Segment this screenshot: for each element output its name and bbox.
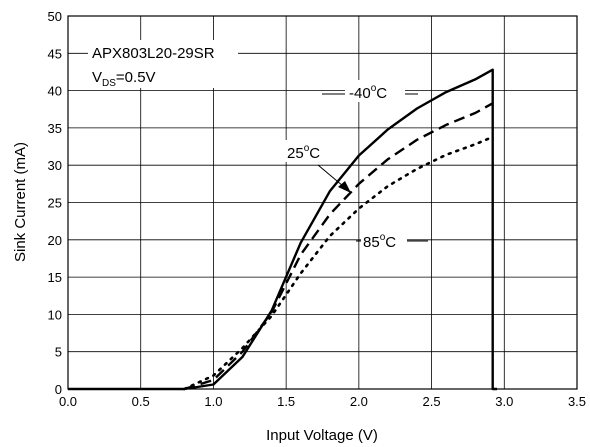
y-tick-label: 40 — [48, 84, 62, 99]
device-annotation: APX803L20-29SR — [92, 45, 215, 62]
x-tick-label: 3.0 — [495, 394, 513, 409]
x-tick-label: 3.5 — [568, 394, 586, 409]
x-tick-label: 2.5 — [423, 394, 441, 409]
series-label-25-arrow — [317, 164, 344, 187]
y-tick-label: 15 — [48, 270, 62, 285]
y-tick-label: 20 — [48, 233, 62, 248]
vds-symbol: V — [92, 69, 102, 86]
x-tick-label: 1.0 — [204, 394, 222, 409]
vds-subscript: DS — [102, 78, 116, 89]
series-layer — [68, 68, 497, 391]
x-tick-label: 1.5 — [277, 394, 295, 409]
vds-value: =0.5V — [116, 69, 156, 86]
x-tick-label: 2.0 — [350, 394, 368, 409]
vds-annotation: VDS=0.5V — [92, 69, 156, 89]
y-tick-label: 0 — [55, 382, 62, 397]
series-label-85-text: 85oC — [363, 232, 396, 251]
annotation-box — [88, 40, 238, 88]
tick-labels: 0.0 0.5 1.0 1.5 2.0 2.5 3.0 3.5 0 5 10 15 20 25 30 35 40… — [48, 9, 587, 409]
series-label-25: 25oC — [284, 140, 351, 193]
y-tick-label: 50 — [48, 9, 62, 24]
series-label-minus40-bg — [345, 80, 405, 102]
series-line-25 — [183, 102, 494, 391]
x-axis-label: Input Voltage (V) — [266, 427, 378, 444]
series-label-25-bg — [284, 140, 330, 162]
series-label-minus40-text: -40oC — [349, 83, 387, 102]
series-label-25-text: 25oC — [287, 143, 320, 162]
series-label-25-arrowhead — [338, 181, 351, 193]
plot-frame — [67, 15, 578, 390]
series-label-85: 85oC — [356, 229, 428, 251]
y-tick-label: 45 — [48, 46, 62, 61]
series-label-minus40: -40oC — [322, 80, 418, 102]
series-line-85 — [183, 135, 494, 391]
x-tick-label: 0.0 — [59, 394, 77, 409]
y-axis-label: Sink Current (mA) — [12, 142, 29, 262]
y-tick-label: 30 — [48, 158, 62, 173]
y-tick-label: 35 — [48, 121, 62, 136]
y-tick-label: 25 — [48, 196, 62, 211]
series-line-minus40 — [68, 68, 497, 391]
x-tick-label: 0.5 — [132, 394, 150, 409]
y-tick-label: 5 — [55, 345, 62, 360]
y-tick-label: 10 — [48, 307, 62, 322]
series-label-85-bg — [361, 229, 407, 251]
